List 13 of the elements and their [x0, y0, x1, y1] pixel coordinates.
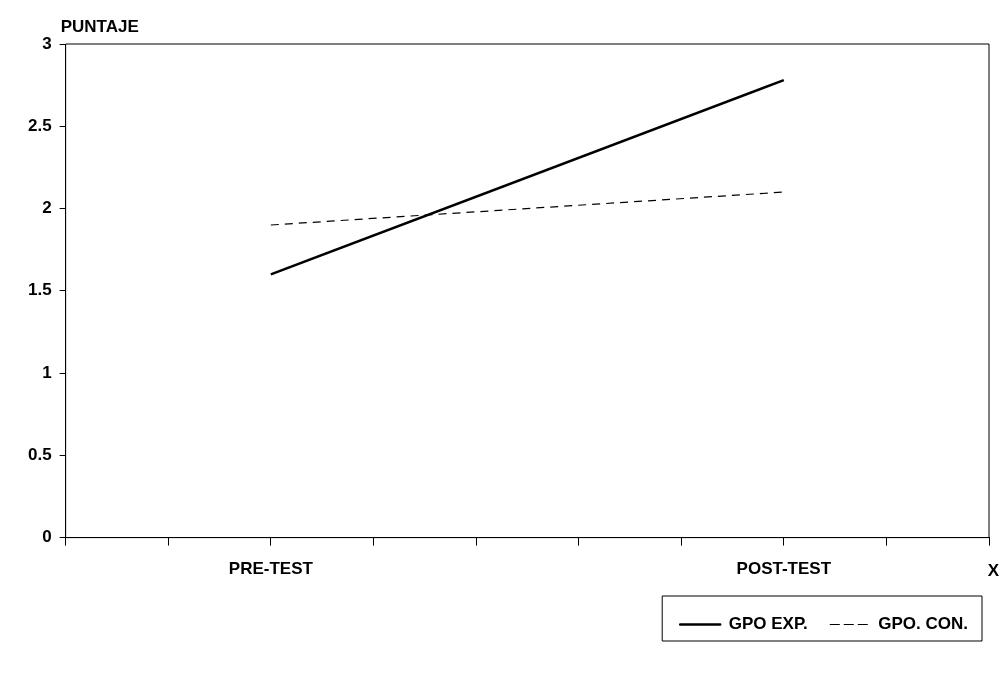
legend-label: GPO EXP.	[728, 614, 808, 634]
x-tick-label: POST-TEST	[736, 559, 832, 579]
y-tick-label: 1.5	[27, 280, 52, 300]
legend-label: GPO. CON.	[878, 614, 968, 634]
x-axis-title: X	[987, 560, 1000, 580]
y-axis-title: PUNTAJE	[60, 17, 139, 37]
y-tick-label: 2	[42, 198, 52, 218]
x-tick-label: PRE-TEST	[228, 559, 314, 579]
y-tick-label: 1	[42, 362, 52, 382]
y-tick-label: 0.5	[27, 445, 52, 465]
y-tick-label: 3	[42, 33, 52, 53]
y-tick-label: 2.5	[27, 115, 52, 135]
y-tick-label: 0	[42, 527, 52, 547]
